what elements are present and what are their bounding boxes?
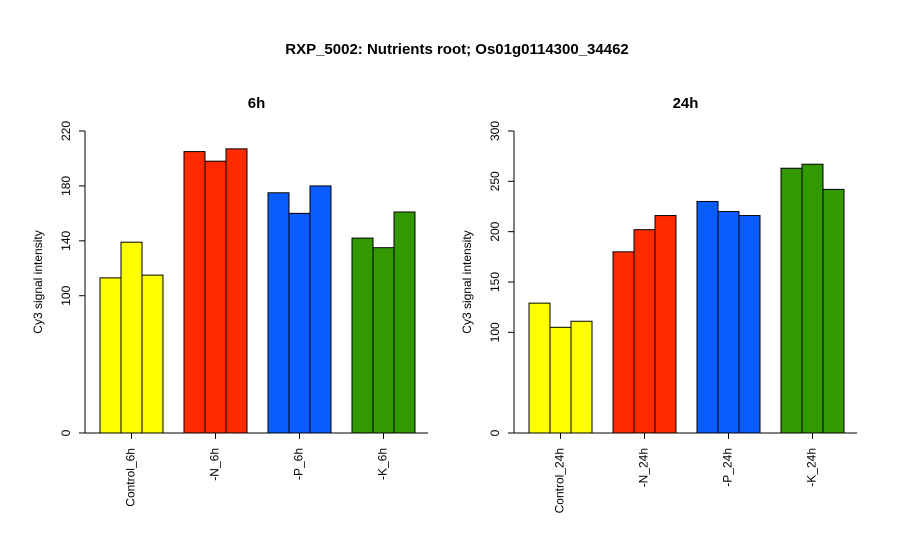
panel-2-bar xyxy=(696,200,719,434)
panel-2-y-tick-label: 200 xyxy=(488,221,502,241)
panel-2-y-tick-label: 100 xyxy=(488,322,502,342)
panel-1-y-tick-label: 100 xyxy=(59,285,73,305)
panel-1-y-tick-label: 0 xyxy=(59,429,73,436)
panel-2-y-tick-label: 300 xyxy=(488,121,502,141)
panel-1-category-label: -P_6h xyxy=(292,448,306,480)
panel-1-y-tick-label: 140 xyxy=(59,230,73,250)
panel-1-bar xyxy=(141,274,164,434)
panel-1-ylabel: Cy3 signal intensity xyxy=(31,230,45,333)
panel-1-bar xyxy=(120,241,143,434)
panel-2-ylabel: Cy3 signal intensity xyxy=(460,230,474,333)
panel-2: 24h Cy3 signal intensity 0 100 150 200 250 300 C… xyxy=(460,95,857,513)
panel-2-category-label: -P_24h xyxy=(721,448,735,487)
panel-1-category-label: -K_6h xyxy=(376,448,390,480)
panel-1-bar xyxy=(183,151,206,434)
panel-1-bar xyxy=(393,211,416,434)
panel-1-y-tick-label: 220 xyxy=(59,121,73,141)
panel-1-bar xyxy=(99,277,122,434)
panel-1-bar xyxy=(267,192,290,434)
panel-2-category-label: -K_24h xyxy=(805,448,819,487)
panel-2-y-tick-label: 250 xyxy=(488,171,502,191)
panel-2-category-label: Control_24h xyxy=(553,448,567,513)
panel-2-bar xyxy=(780,167,803,434)
panel-1-y-tick-label: 180 xyxy=(59,176,73,196)
panel-1: 6h Cy3 signal intensity 0 100 140 180 220 Contr… xyxy=(31,95,428,507)
panel-1-bar xyxy=(204,160,227,434)
figure-title: RXP_5002: Nutrients root; Os01g0114300_3… xyxy=(285,41,629,58)
panel-1-category-label: Control_6h xyxy=(124,448,138,507)
panel-2-y-tick-label: 150 xyxy=(488,272,502,292)
panel-1-title: 6h xyxy=(248,95,266,112)
panel-1-bar xyxy=(372,247,395,434)
panel-1-category-label: -N_6h xyxy=(208,448,222,481)
panel-2-bar xyxy=(801,163,824,434)
panel-1-bar xyxy=(225,148,248,434)
panel-2-y-tick-label: 0 xyxy=(488,429,502,436)
panel-2-category-label: -N_24h xyxy=(637,448,651,487)
panel-2-bar xyxy=(549,326,572,434)
panel-1-bar xyxy=(351,237,374,434)
panel-2-bar xyxy=(570,320,593,434)
panel-1-bar xyxy=(309,185,332,434)
panel-2-title: 24h xyxy=(673,95,699,112)
panel-2-bar xyxy=(822,188,845,434)
panel-2-bar xyxy=(633,229,656,434)
panel-2-bar xyxy=(528,302,551,434)
panel-2-bar xyxy=(738,215,761,434)
panel-2-bar xyxy=(717,211,740,434)
panel-1-bar xyxy=(288,212,311,434)
panel-2-bar xyxy=(654,215,677,434)
panel-2-bar xyxy=(612,251,635,434)
